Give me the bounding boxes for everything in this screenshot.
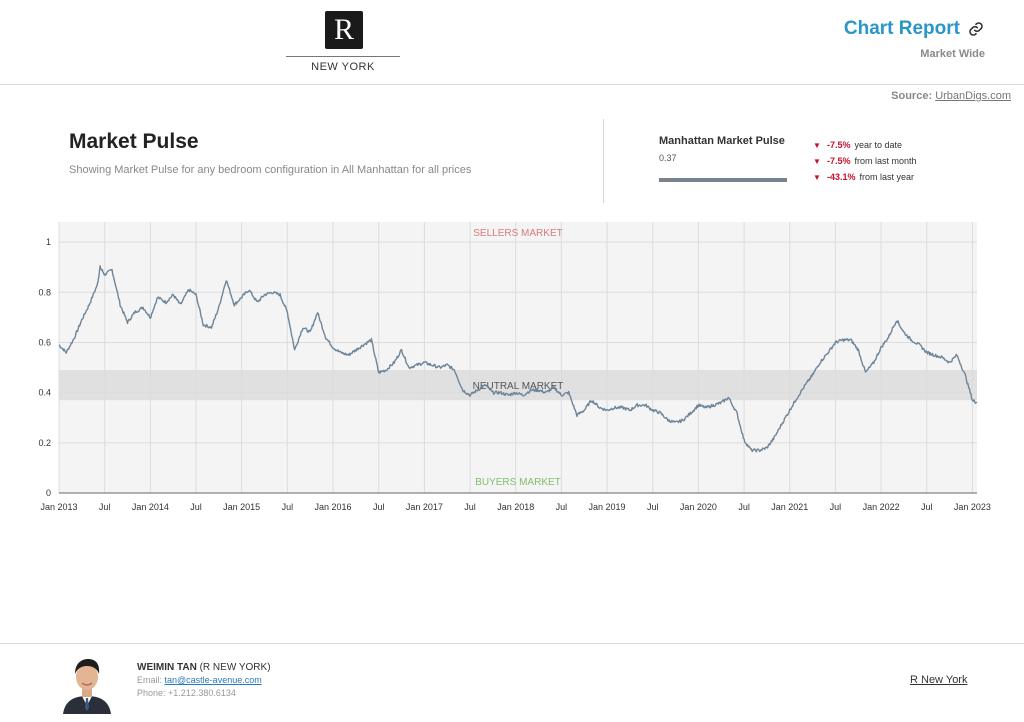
source-line: Source: UrbanDigs.com (891, 90, 1011, 102)
change-value: -43.1% (827, 172, 856, 182)
phone-value: +1.212.380.6134 (168, 688, 236, 698)
y-tick-label: 0 (46, 488, 51, 498)
pulse-bar (659, 178, 787, 182)
change-text: from last month (854, 156, 917, 166)
report-title: Chart Report (844, 18, 984, 40)
x-tick-label: Jan 2019 (589, 502, 626, 512)
email-label: Email: (137, 675, 163, 685)
x-tick-label: Jan 2021 (771, 502, 808, 512)
brand-logo[interactable]: R (325, 11, 363, 49)
page-header: R NEW YORK Chart Report Market Wide (0, 0, 1024, 85)
change-text: year to date (854, 140, 903, 150)
page-description: Showing Market Pulse for any bedroom con… (69, 164, 472, 176)
x-tick-label: Jul (921, 502, 933, 512)
neutral-band (59, 370, 977, 401)
agency-link[interactable]: R New York (910, 674, 968, 686)
x-tick-label: Jan 2018 (497, 502, 534, 512)
x-tick-label: Jul (647, 502, 659, 512)
agent-avatar (61, 650, 113, 714)
pulse-value: 0.37 (659, 153, 677, 163)
x-tick-label: Jan 2022 (863, 502, 900, 512)
source-label: Source: (891, 90, 933, 102)
sellers-market-label: SELLERS MARKET (473, 228, 562, 239)
agent-name-text: WEIMIN TAN (137, 662, 197, 673)
y-tick-label: 0.8 (38, 287, 51, 297)
agent-email: Email: tan@castle-avenue.com (137, 675, 262, 685)
agent-agency: (R NEW YORK) (199, 662, 271, 673)
report-subtitle: Market Wide (920, 48, 985, 60)
y-tick-label: 1 (46, 237, 51, 247)
x-tick-label: Jul (830, 502, 842, 512)
link-icon[interactable] (968, 21, 984, 37)
market-pulse-chart[interactable]: Jan 2013 Jul Jan 2014 Jul Jan 2015 Jul Jan 201… (0, 210, 1024, 520)
x-tick-label: Jan 2013 (40, 502, 77, 512)
change-text: from last year (859, 172, 915, 182)
x-tick-label: Jan 2023 (954, 502, 991, 512)
agent-phone: Phone: +1.212.380.6134 (137, 688, 236, 698)
x-tick-label: Jul (464, 502, 476, 512)
brand-city: NEW YORK (311, 61, 375, 73)
page-footer: WEIMIN TAN (R NEW YORK) Email: tan@castl… (0, 643, 1024, 722)
email-link[interactable]: tan@castle-avenue.com (164, 675, 262, 685)
x-tick-label: Jan 2020 (680, 502, 717, 512)
x-tick-label: Jan 2015 (223, 502, 260, 512)
down-arrow-icon: ▼ (813, 172, 821, 182)
logo-divider (286, 56, 400, 57)
y-tick-label: 0.6 (38, 337, 51, 347)
x-tick-label: Jul (99, 502, 111, 512)
x-tick-label: Jul (373, 502, 385, 512)
neutral-market-label: NEUTRAL MARKET (473, 381, 564, 392)
x-tick-label: Jan 2016 (315, 502, 352, 512)
buyers-market-label: BUYERS MARKET (475, 477, 561, 488)
agent-name: WEIMIN TAN (R NEW YORK) (137, 662, 271, 673)
y-tick-label: 0.2 (38, 438, 51, 448)
x-tick-label: Jul (556, 502, 568, 512)
down-arrow-icon: ▼ (813, 140, 821, 150)
x-tick-label: Jul (282, 502, 294, 512)
source-link[interactable]: UrbanDigs.com (935, 90, 1011, 102)
report-title-text: Chart Report (843, 18, 960, 39)
y-tick-label: 0.4 (38, 388, 51, 398)
phone-label: Phone: (137, 688, 166, 698)
x-tick-label: Jan 2017 (406, 502, 443, 512)
plot-area (59, 222, 977, 493)
change-value: -7.5% (827, 156, 851, 166)
x-tick-label: Jul (738, 502, 750, 512)
change-value: -7.5% (827, 140, 851, 150)
change-list: ▼ -7.5% year to date ▼ -7.5% from last m… (813, 137, 917, 185)
page-title: Market Pulse (69, 130, 199, 153)
x-tick-label: Jul (190, 502, 202, 512)
change-month: ▼ -7.5% from last month (813, 153, 917, 169)
change-year: ▼ -43.1% from last year (813, 169, 917, 185)
x-tick-label: Jan 2014 (132, 502, 169, 512)
down-arrow-icon: ▼ (813, 156, 821, 166)
pulse-series-line (58, 265, 978, 453)
summary-divider (603, 119, 604, 203)
pulse-label: Manhattan Market Pulse (659, 135, 785, 147)
change-ytd: ▼ -7.5% year to date (813, 137, 917, 153)
